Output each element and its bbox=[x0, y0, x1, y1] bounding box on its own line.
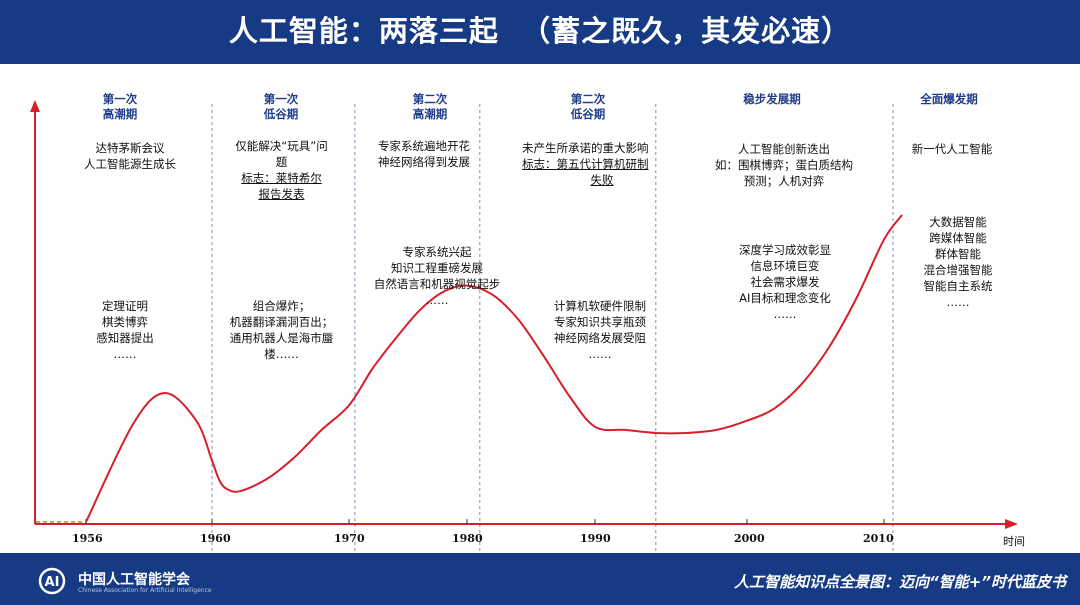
note-phase1-lower: 定理证明 棋类博弈 感知器提出 …… bbox=[96, 299, 154, 361]
phase-2-title: 第一次 低谷期 bbox=[263, 92, 299, 121]
x-tick-label: 2010 bbox=[863, 532, 894, 545]
header-bar bbox=[0, 0, 1080, 64]
x-tick-label: 2000 bbox=[734, 532, 765, 545]
x-tick-label: 1980 bbox=[452, 532, 483, 545]
org-english-name: Chinese Association for Artificial Intel… bbox=[78, 587, 212, 594]
phase-3-title: 第二次 高潮期 bbox=[412, 92, 448, 121]
footer-bar bbox=[0, 553, 1080, 605]
note-phase4-lower: 计算机软硬件限制 专家知识共享瓶颈 神经网络发展受阻 …… bbox=[554, 299, 646, 361]
phase-5-title: 稳步发展期 bbox=[743, 92, 801, 106]
note-phase1-upper: 达特茅斯会议 人工智能源生成长 bbox=[84, 141, 176, 171]
org-name: 中国人工智能学会 bbox=[78, 572, 190, 588]
note-phase4-upper: 未产生所承诺的重大影响 标志：第五代计算机研制 失败 bbox=[522, 141, 649, 187]
note-phase5-lower: 深度学习成效彰显 信息环境巨变 社会需求爆发 AI目标和理念变化 …… bbox=[739, 243, 831, 321]
ai-development-curve bbox=[85, 214, 903, 523]
phase-4-title: 第二次 低谷期 bbox=[570, 92, 606, 121]
note-phase2-lower: 组合爆炸； 机器翻译漏洞百出； 通用机器人是海市蜃 楼…… bbox=[229, 299, 334, 361]
x-tick-label: 1960 bbox=[200, 532, 231, 545]
y-axis-arrow-icon bbox=[30, 100, 40, 112]
x-axis-label: 时间 bbox=[1003, 535, 1025, 548]
note-phase2-upper: 仅能解决“玩具”问 题 标志：莱特希尔 报告发表 bbox=[235, 139, 328, 201]
x-axis-arrow-icon bbox=[1005, 519, 1018, 529]
note-phase3-upper: 专家系统遍地开花 神经网络得到发展 bbox=[378, 139, 470, 169]
phase-6-title: 全面爆发期 bbox=[920, 92, 978, 106]
x-tick-label: 1990 bbox=[580, 532, 611, 545]
footer-caption: 人工智能知识点全景图：迈向“智能+”时代蓝皮书 bbox=[734, 573, 1066, 591]
x-tick-label: 1970 bbox=[334, 532, 365, 545]
caai-logo-icon: AI bbox=[38, 567, 66, 595]
note-phase5-upper: 人工智能创新迭出 如：围棋博弈；蛋白质结构 预测；人机对弈 bbox=[715, 142, 853, 188]
logo-mark-text: AI bbox=[45, 575, 60, 590]
phase-1-title: 第一次 高潮期 bbox=[102, 92, 138, 121]
x-tick-label: 1956 bbox=[72, 532, 103, 545]
note-phase6-upper: 新一代人工智能 bbox=[911, 142, 993, 156]
note-phase3-lower: 专家系统兴起 知识工程重磅发展 自然语言和机器视觉起步 …… bbox=[373, 245, 501, 307]
page-title: 人工智能：两落三起 （蓄之既久，其发必速） bbox=[228, 14, 852, 48]
note-phase6-lower: 大数据智能 跨媒体智能 群体智能 混合增强智能 智能自主系统 …… bbox=[923, 215, 993, 309]
